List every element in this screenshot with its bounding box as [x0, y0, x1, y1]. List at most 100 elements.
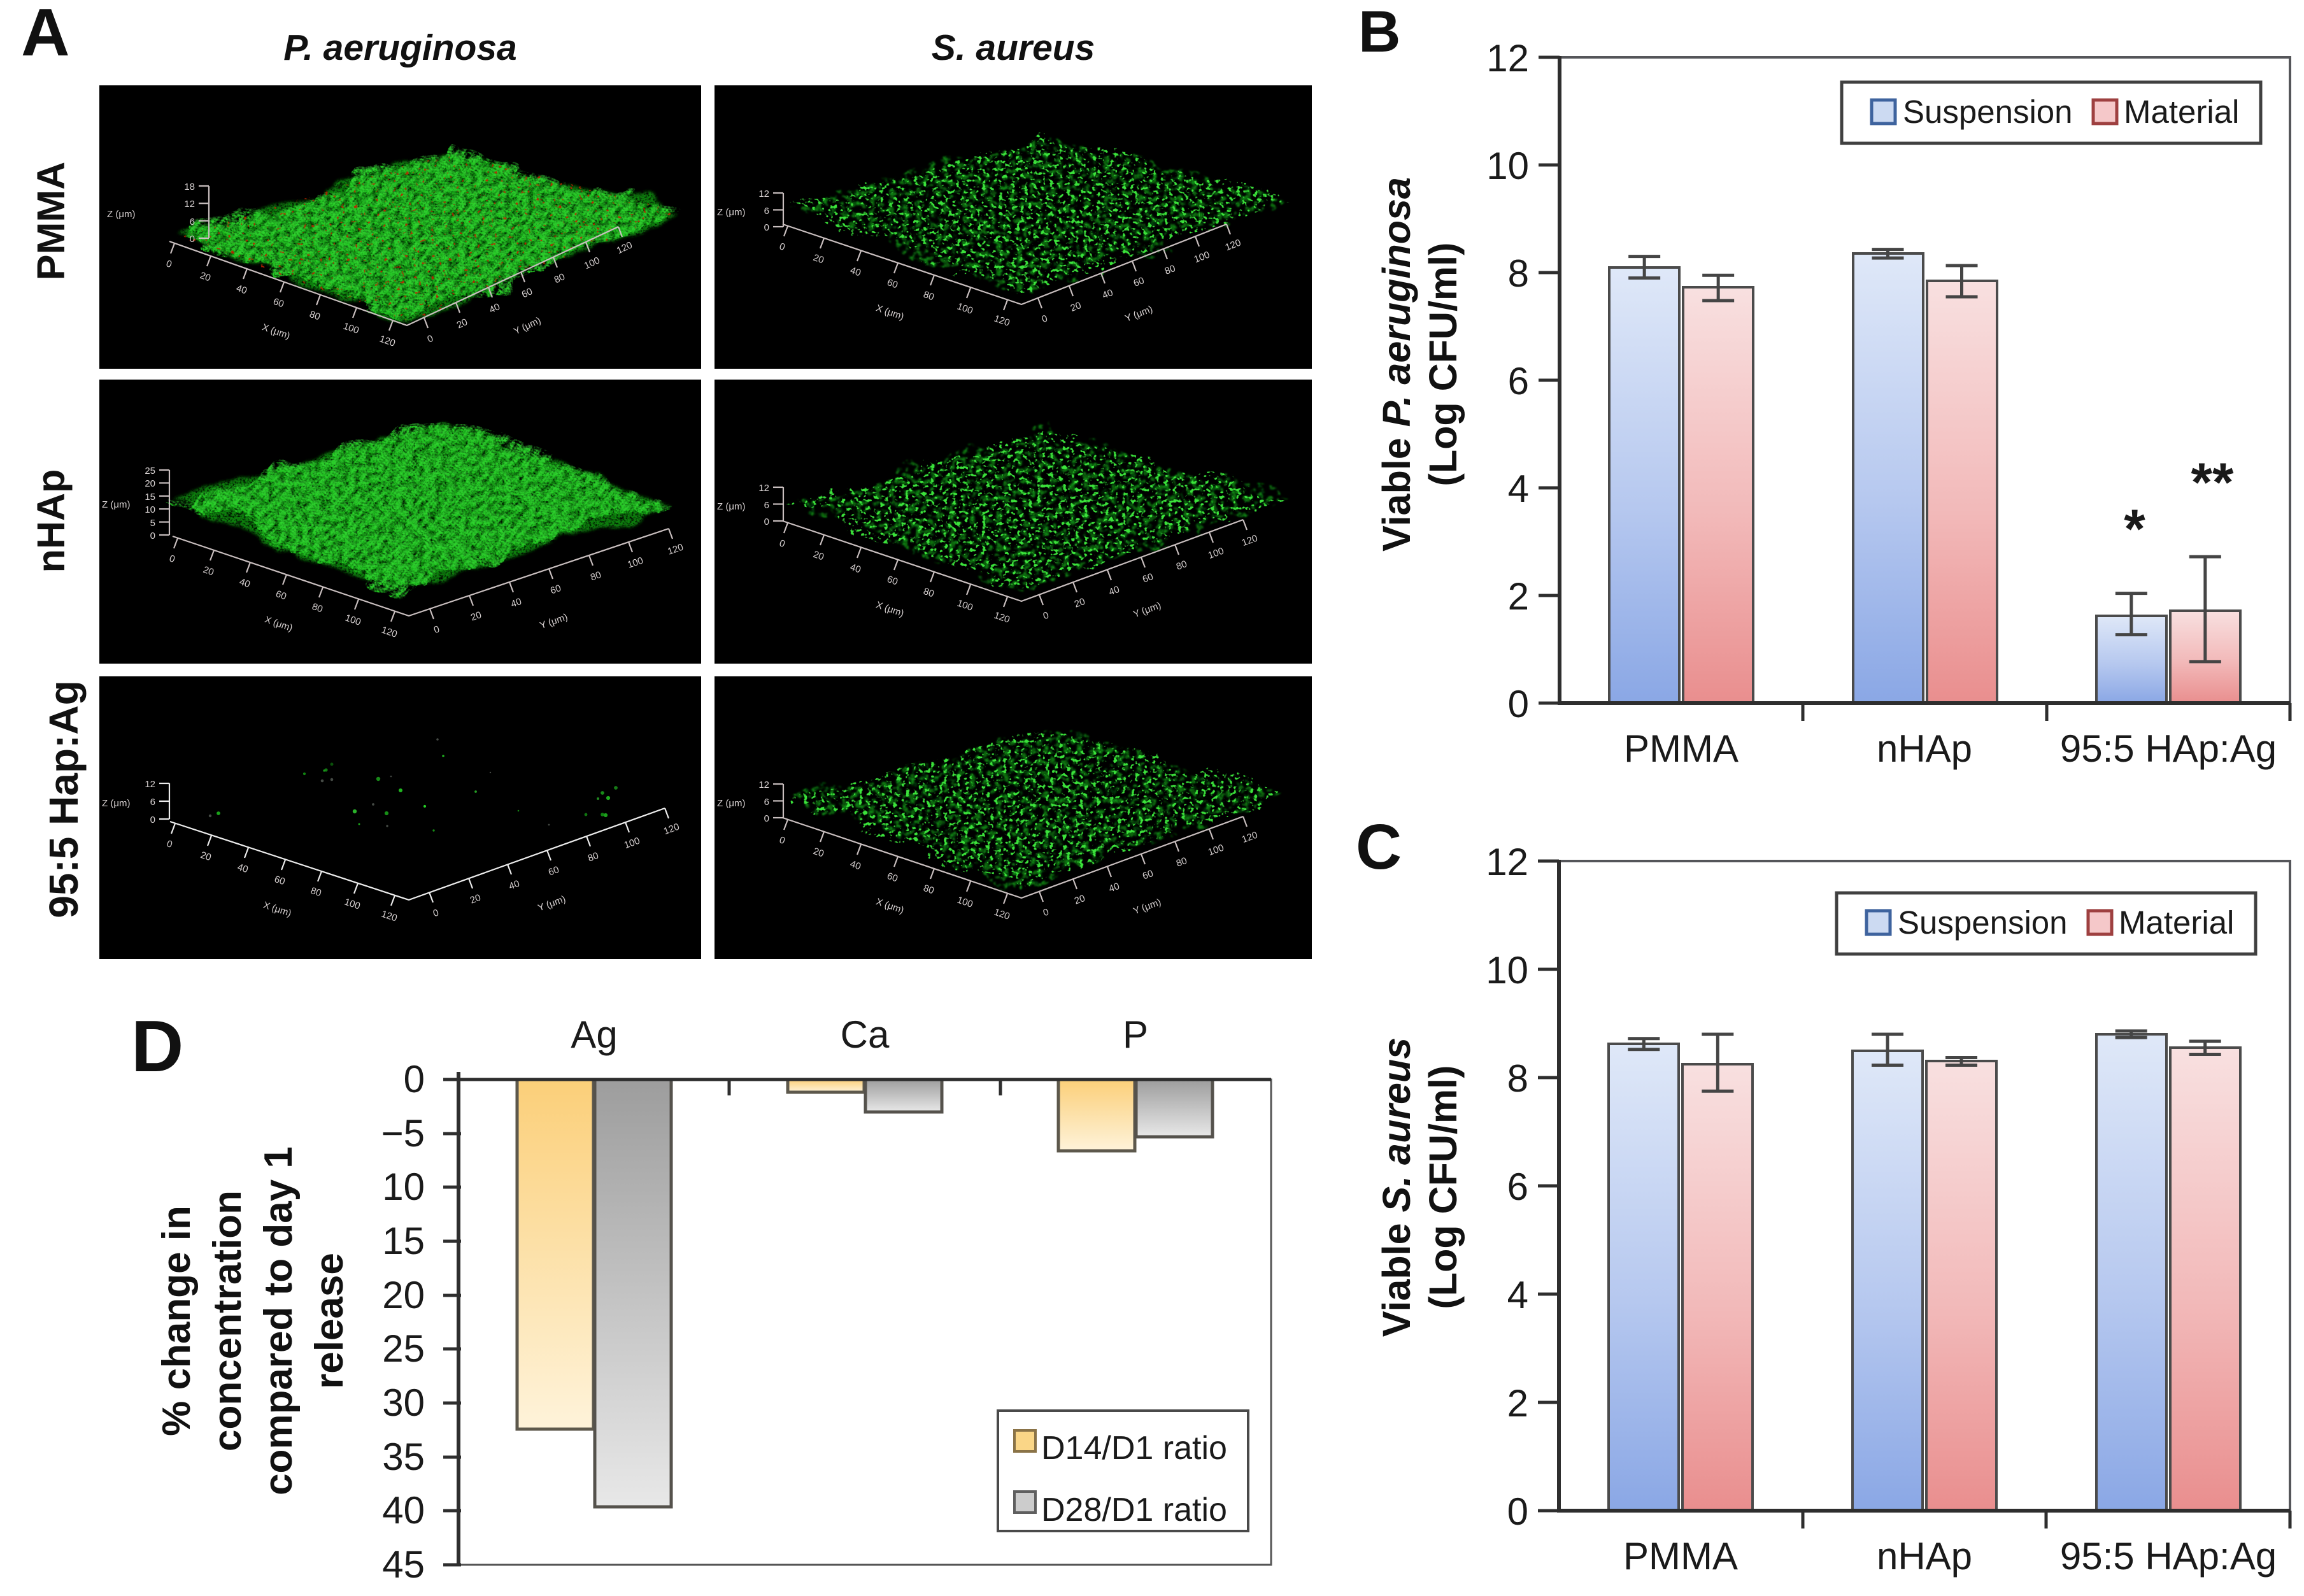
- svg-text:2: 2: [1507, 1382, 1528, 1425]
- svg-text:0: 0: [150, 531, 155, 541]
- svg-text:80: 80: [922, 883, 935, 897]
- svg-text:Z (μm): Z (μm): [717, 798, 745, 809]
- svg-text:Z (μm): Z (μm): [717, 207, 745, 218]
- svg-text:18: 18: [184, 182, 195, 192]
- svg-text:80: 80: [309, 885, 323, 899]
- svg-text:40: 40: [849, 265, 862, 279]
- svg-text:nHAp: nHAp: [1877, 1535, 1972, 1578]
- svg-text:60: 60: [274, 588, 288, 602]
- svg-text:20: 20: [1073, 596, 1086, 610]
- svg-text:80: 80: [922, 289, 935, 303]
- svg-text:60: 60: [1141, 571, 1155, 585]
- svg-text:−25: −25: [382, 1327, 425, 1370]
- svg-text:40: 40: [849, 859, 862, 873]
- svg-text:0: 0: [404, 1058, 425, 1101]
- svg-text:95:5 HAp:Ag: 95:5 HAp:Ag: [2060, 1535, 2277, 1578]
- svg-text:60: 60: [549, 583, 562, 597]
- svg-text:20: 20: [1069, 300, 1083, 314]
- svg-text:60: 60: [273, 874, 287, 887]
- svg-text:6: 6: [764, 500, 769, 511]
- svg-text:120: 120: [380, 909, 399, 924]
- svg-text:40: 40: [509, 596, 523, 610]
- svg-text:40: 40: [235, 283, 248, 297]
- svg-text:60: 60: [886, 574, 899, 588]
- svg-text:0: 0: [1508, 683, 1529, 725]
- svg-text:20: 20: [199, 270, 212, 284]
- svg-text:20: 20: [812, 549, 825, 563]
- svg-text:40: 40: [236, 862, 250, 875]
- svg-text:60: 60: [886, 277, 899, 291]
- svg-text:60: 60: [272, 296, 285, 310]
- svg-text:Ca: Ca: [841, 1013, 890, 1056]
- svg-text:PMMA: PMMA: [1623, 1535, 1738, 1578]
- svg-text:10: 10: [145, 504, 155, 515]
- svg-text:Material: Material: [2124, 94, 2239, 130]
- svg-text:12: 12: [1486, 841, 1528, 883]
- svg-text:20: 20: [812, 846, 825, 860]
- svg-text:Z (μm): Z (μm): [717, 501, 745, 512]
- svg-text:20: 20: [812, 252, 825, 266]
- svg-text:Ag: Ag: [571, 1013, 617, 1056]
- svg-text:6: 6: [1508, 360, 1529, 403]
- svg-text:60: 60: [547, 864, 560, 878]
- svg-text:40: 40: [1107, 881, 1121, 895]
- svg-text:−35: −35: [382, 1436, 425, 1478]
- svg-text:−30: −30: [382, 1381, 425, 1424]
- svg-text:80: 80: [589, 569, 602, 583]
- svg-text:80: 80: [587, 850, 600, 864]
- svg-text:0: 0: [764, 222, 769, 233]
- svg-text:0: 0: [764, 517, 769, 527]
- svg-text:40: 40: [488, 301, 502, 315]
- svg-text:80: 80: [1163, 263, 1177, 277]
- svg-text:20: 20: [1073, 893, 1086, 907]
- svg-text:20: 20: [469, 892, 482, 906]
- svg-text:PMMA: PMMA: [1624, 727, 1739, 770]
- svg-text:6: 6: [1507, 1165, 1528, 1208]
- svg-text:40: 40: [849, 562, 862, 576]
- svg-text:12: 12: [758, 189, 769, 199]
- svg-text:40: 40: [508, 878, 521, 892]
- svg-text:−20: −20: [382, 1274, 425, 1316]
- svg-text:−5: −5: [382, 1112, 425, 1155]
- svg-text:0: 0: [1507, 1490, 1528, 1533]
- svg-text:10: 10: [1486, 949, 1528, 992]
- svg-text:80: 80: [1175, 855, 1188, 869]
- svg-text:80: 80: [1175, 559, 1188, 573]
- svg-text:6: 6: [150, 797, 155, 808]
- svg-text:80: 80: [308, 309, 322, 323]
- svg-text:D14/D1 ratio: D14/D1 ratio: [1041, 1430, 1227, 1467]
- svg-text:12: 12: [758, 483, 769, 494]
- svg-text:Z (μm): Z (μm): [102, 798, 130, 809]
- svg-text:25: 25: [145, 466, 155, 476]
- svg-text:0: 0: [190, 234, 195, 245]
- svg-text:60: 60: [886, 871, 899, 885]
- svg-text:6: 6: [190, 217, 195, 227]
- svg-text:Suspension: Suspension: [1903, 94, 2073, 130]
- svg-text:Material: Material: [2119, 904, 2234, 941]
- svg-text:40: 40: [238, 576, 252, 590]
- svg-text:*: *: [2124, 499, 2145, 560]
- svg-text:0: 0: [150, 815, 155, 825]
- svg-text:95:5 HAp:Ag: 95:5 HAp:Ag: [2060, 727, 2277, 770]
- svg-text:5: 5: [150, 518, 155, 529]
- svg-text:−15: −15: [382, 1220, 425, 1262]
- svg-text:12: 12: [1486, 37, 1529, 80]
- svg-text:60: 60: [520, 286, 534, 300]
- svg-text:**: **: [2191, 452, 2234, 513]
- svg-text:6: 6: [764, 206, 769, 217]
- svg-text:20: 20: [202, 564, 215, 578]
- svg-text:8: 8: [1508, 252, 1529, 295]
- svg-text:40: 40: [1107, 584, 1121, 598]
- svg-text:20: 20: [145, 478, 155, 489]
- svg-text:20: 20: [469, 609, 483, 623]
- svg-text:12: 12: [758, 780, 769, 790]
- svg-text:−40: −40: [382, 1489, 425, 1532]
- svg-text:−10: −10: [382, 1165, 425, 1208]
- svg-text:80: 80: [553, 271, 567, 285]
- svg-text:80: 80: [311, 601, 324, 615]
- svg-text:6: 6: [764, 797, 769, 808]
- svg-text:12: 12: [184, 199, 195, 210]
- svg-text:4: 4: [1508, 467, 1529, 510]
- svg-text:20: 20: [199, 850, 213, 863]
- svg-text:40: 40: [1101, 287, 1115, 301]
